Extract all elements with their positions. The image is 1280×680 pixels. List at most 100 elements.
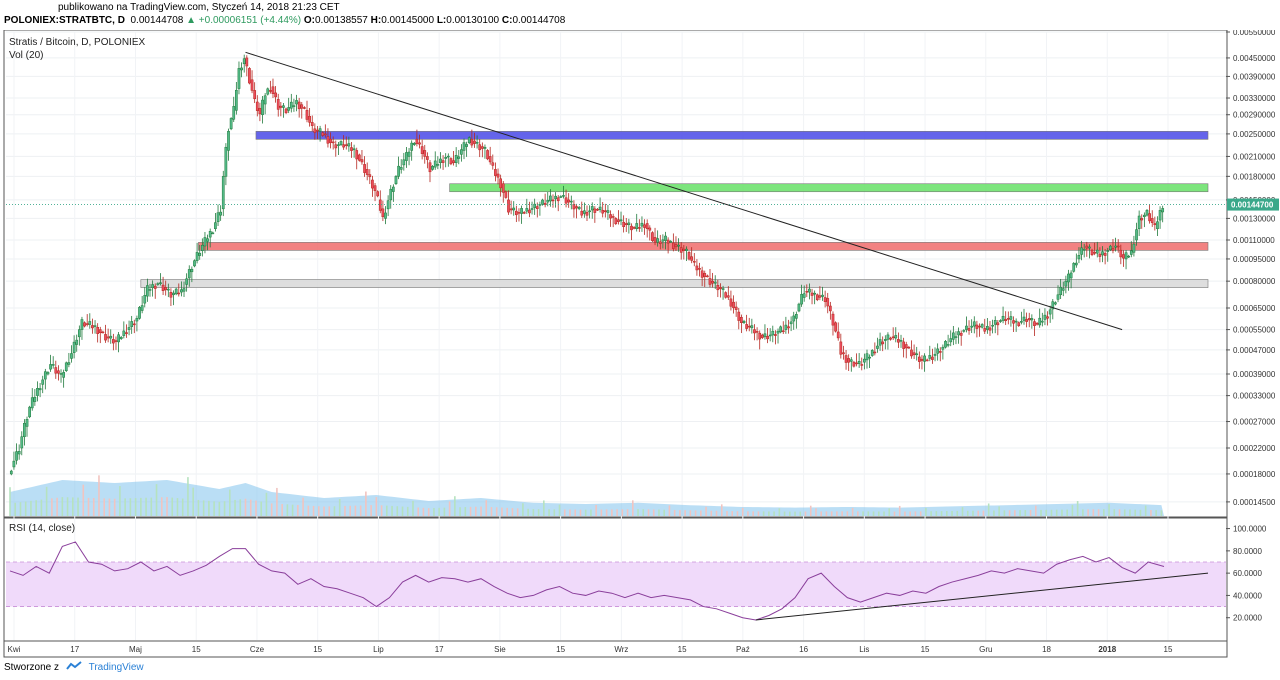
volume-bar <box>694 510 697 516</box>
candle-body <box>941 346 945 350</box>
time-tick-label: 15 <box>921 645 930 654</box>
candle-body <box>1127 255 1131 258</box>
candle-body <box>1111 248 1115 251</box>
candle-body <box>38 388 42 391</box>
volume-bar <box>956 510 959 516</box>
candle-body <box>187 269 191 279</box>
volume-bar <box>312 505 315 516</box>
price-trendline <box>245 51 1123 331</box>
volume-bar <box>862 511 864 516</box>
volume-bar <box>909 511 911 516</box>
candle-body <box>399 167 403 170</box>
volume-bar <box>1050 509 1053 516</box>
volume-bar <box>1087 509 1089 516</box>
volume-bar <box>715 510 718 516</box>
volume-bar <box>815 508 817 516</box>
candle-body <box>67 362 71 365</box>
candle-body <box>813 292 817 295</box>
volume-bar <box>422 507 425 516</box>
candle-body <box>117 334 120 343</box>
price-pane[interactable] <box>3 29 1228 518</box>
candle-body <box>1061 288 1065 291</box>
chart-header: publikowano na TradingView.com, Styczeń … <box>0 0 1280 30</box>
volume-bar <box>1134 509 1137 516</box>
candle-body <box>255 101 259 111</box>
candle-body <box>347 143 351 147</box>
candle-body <box>789 321 793 325</box>
candle-body <box>920 358 924 361</box>
zone-grey <box>140 279 1209 288</box>
candle-body <box>190 268 194 273</box>
volume-bar <box>904 511 906 516</box>
candle-body <box>567 199 571 203</box>
price-chart[interactable]: 0.00550000 0.00450000 0.00390000 0.00330000… <box>0 28 1280 658</box>
volume-bar <box>291 504 294 516</box>
candle-body <box>462 142 466 151</box>
volume-bar <box>1034 505 1037 516</box>
price-tick-label: 0.00027000 <box>1233 418 1276 427</box>
candle-body <box>1064 280 1068 287</box>
candle-body <box>637 227 641 229</box>
volume-bar <box>773 511 775 516</box>
candle-body <box>883 339 887 341</box>
candle-body <box>1001 315 1005 321</box>
candle-body <box>1043 314 1047 320</box>
volume-bar <box>982 510 985 516</box>
volume-bar <box>323 506 325 516</box>
volume-bar <box>720 504 723 516</box>
tradingview-logo-icon[interactable] <box>66 661 82 674</box>
volume-bar <box>893 511 896 516</box>
candle-body <box>36 388 39 396</box>
candle-body <box>104 334 107 341</box>
footer: Stworzone z TradingView <box>4 661 144 675</box>
volume-bar <box>925 507 927 516</box>
volume-bar <box>548 509 550 516</box>
candle-body <box>617 219 620 222</box>
quote-line: POLONIEX:STRATBTC, D 0.00144708 ▲ +0.000… <box>4 15 565 26</box>
candle-body <box>844 355 848 363</box>
candle-body <box>449 158 453 165</box>
tradingview-link[interactable]: TradingView <box>88 662 144 674</box>
time-axis[interactable] <box>3 640 1228 658</box>
volume-bar <box>166 497 168 516</box>
price-tick-label: 0.00390000 <box>1233 72 1276 81</box>
volume-bar <box>563 509 566 516</box>
volume-bar <box>98 475 100 516</box>
time-tick-label: 15 <box>192 645 201 654</box>
candle-body <box>868 356 871 359</box>
price-tick-label: 0.00018000 <box>1233 470 1276 479</box>
candle-body <box>810 292 814 296</box>
candle-body <box>326 136 330 144</box>
chart-frame[interactable]: 0.00550000 0.00450000 0.00390000 0.00330000… <box>0 28 1280 658</box>
candle-body <box>520 208 523 214</box>
volume-bar <box>365 491 367 516</box>
volume-bar <box>344 505 346 516</box>
candle-body <box>849 359 853 362</box>
candle-body <box>954 336 958 338</box>
candle-body <box>216 212 220 223</box>
candle-body <box>397 165 400 177</box>
candle-body <box>70 353 73 359</box>
candle-body <box>672 242 675 249</box>
candle-body <box>690 256 694 261</box>
candle-body <box>418 142 421 145</box>
candle-body <box>829 305 832 312</box>
volume-bar <box>972 510 974 516</box>
volume-bar <box>537 509 540 516</box>
volume-bar <box>375 497 378 516</box>
candle-body <box>897 339 900 343</box>
candle-body <box>740 317 743 323</box>
volume-bar <box>276 487 278 516</box>
volume-bar <box>652 509 655 516</box>
candle-body <box>122 330 126 336</box>
volume-bar <box>1160 510 1163 516</box>
candle-body <box>648 227 652 231</box>
candle-body <box>870 350 874 356</box>
candle-body <box>1106 250 1110 252</box>
candle-body <box>776 330 780 334</box>
candle-body <box>12 460 16 468</box>
volume-bar <box>213 501 215 516</box>
volume-bar <box>532 509 535 516</box>
volume-bar <box>1144 505 1147 516</box>
zone-green <box>449 183 1209 193</box>
